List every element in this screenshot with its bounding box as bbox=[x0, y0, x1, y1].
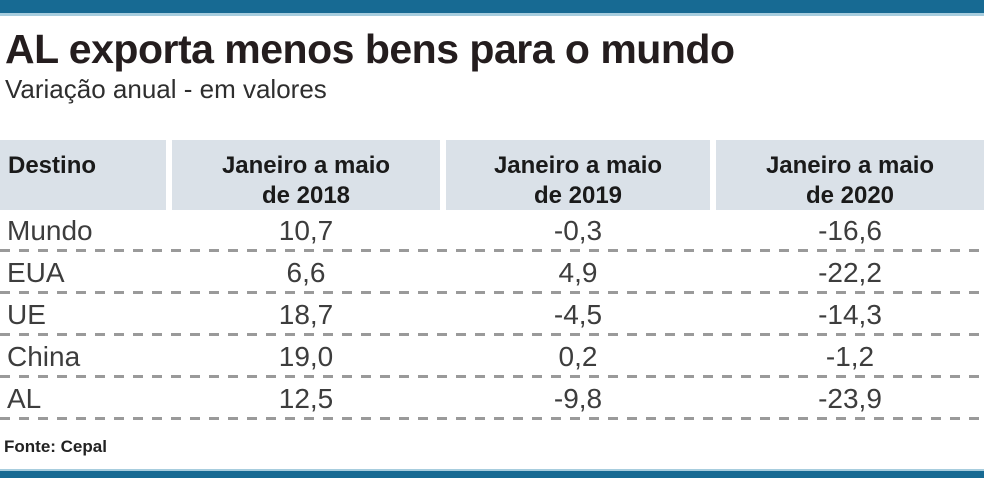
table-row: AL 12,5 -9,8 -23,9 bbox=[0, 378, 984, 421]
column-header-destino: Destino bbox=[0, 140, 166, 211]
page-title: AL exporta menos bens para o mundo bbox=[5, 26, 735, 72]
column-header-2019: Janeiro a maio de 2019 bbox=[446, 140, 710, 211]
table-header-row: Destino Janeiro a maio de 2018 Janeiro a… bbox=[0, 140, 984, 211]
cell-value-2019: 0,2 bbox=[558, 341, 598, 373]
source-note: Fonte: Cepal bbox=[4, 437, 107, 457]
cell-value-2018: 19,0 bbox=[278, 341, 334, 373]
top-blue-bar bbox=[0, 0, 984, 13]
row-label: AL bbox=[7, 383, 42, 415]
bottom-blue-bar bbox=[0, 471, 984, 478]
row-label: EUA bbox=[7, 257, 65, 289]
row-label: China bbox=[7, 341, 81, 373]
cell-value-2020: -22,2 bbox=[818, 257, 882, 289]
cell-value-2019: -4,5 bbox=[553, 299, 603, 331]
row-label: UE bbox=[7, 299, 46, 331]
column-header-2018: Janeiro a maio de 2018 bbox=[172, 140, 440, 211]
data-table: Destino Janeiro a maio de 2018 Janeiro a… bbox=[0, 140, 984, 421]
cell-value-2019: -9,8 bbox=[553, 383, 603, 415]
table-row: EUA 6,6 4,9 -22,2 bbox=[0, 252, 984, 295]
cell-value-2020: -16,6 bbox=[818, 215, 882, 247]
cell-value-2020: -1,2 bbox=[825, 341, 875, 373]
cell-value-2018: 18,7 bbox=[278, 299, 334, 331]
table-row: Mundo 10,7 -0,3 -16,6 bbox=[0, 210, 984, 253]
row-label: Mundo bbox=[7, 215, 93, 247]
bottom-light-blue-line bbox=[0, 469, 984, 471]
cell-value-2020: -14,3 bbox=[818, 299, 882, 331]
cell-value-2020: -23,9 bbox=[818, 383, 882, 415]
cell-value-2019: -0,3 bbox=[553, 215, 603, 247]
cell-value-2019: 4,9 bbox=[558, 257, 598, 289]
subtitle: Variação anual - em valores bbox=[5, 74, 327, 105]
column-header-2020: Janeiro a maio de 2020 bbox=[716, 140, 984, 211]
cell-value-2018: 10,7 bbox=[278, 215, 334, 247]
cell-value-2018: 12,5 bbox=[278, 383, 334, 415]
cell-value-2018: 6,6 bbox=[286, 257, 326, 289]
table-row: UE 18,7 -4,5 -14,3 bbox=[0, 294, 984, 337]
table-row: China 19,0 0,2 -1,2 bbox=[0, 336, 984, 379]
top-light-blue-line bbox=[0, 13, 984, 16]
